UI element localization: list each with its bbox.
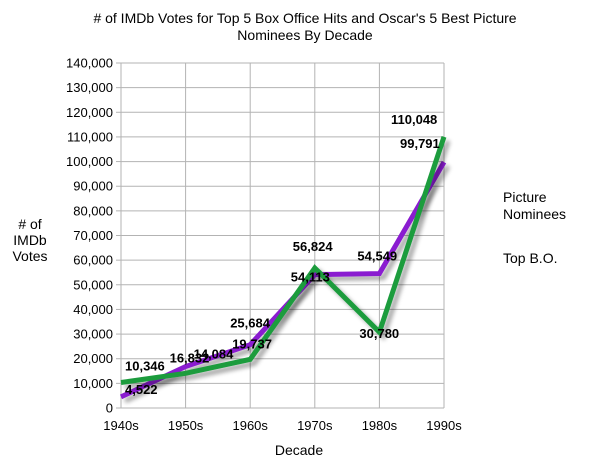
y-tick-label: 130,000	[66, 80, 113, 95]
x-tick-label: 1950s	[168, 418, 204, 433]
data-label-top-bo: 54,549	[357, 249, 397, 264]
chart-title-line-2: Nominees By Decade	[237, 27, 373, 43]
y-tick-label: 0	[106, 401, 113, 416]
y-tick-label: 50,000	[73, 277, 113, 292]
y-tick-label: 60,000	[73, 253, 113, 268]
data-label-picture-nominees: 56,824	[293, 239, 334, 254]
x-axis-title: Decade	[275, 442, 323, 458]
series	[119, 136, 447, 400]
x-tick-label: 1990s	[426, 418, 462, 433]
y-tick-label: 100,000	[66, 154, 113, 169]
y-tick-label: 70,000	[73, 228, 113, 243]
y-axis-title-line-3: Votes	[12, 248, 47, 264]
y-tick-label: 30,000	[73, 327, 113, 342]
data-label-picture-nominees: 10,346	[125, 359, 165, 374]
y-tick-label: 110,000	[67, 129, 113, 144]
y-tick-label: 120,000	[66, 105, 113, 120]
data-label-top-bo: 25,684	[230, 316, 271, 331]
data-label-top-bo: 16,832	[170, 351, 210, 366]
y-tick-label: 40,000	[73, 302, 113, 317]
y-tick-label: 10,000	[73, 376, 113, 391]
x-tick-labels: 1940s 1950s 1960s 1970s 1980s 1990s	[103, 418, 462, 433]
y-tick-labels: 0 10,000 20,000 30,000 40,000 50,000 60,000 70,…	[66, 56, 113, 416]
series-line-picture-nominees	[120, 136, 447, 385]
chart-title: # of IMDb Votes for Top 5 Box Office Hit…	[93, 10, 516, 43]
y-tick-label: 140,000	[66, 56, 113, 71]
x-tick-label: 1960s	[232, 418, 268, 433]
y-axis-title-line-1: # of	[18, 216, 41, 232]
data-label-top-bo: 99,791	[400, 136, 440, 151]
chart-title-line-1: # of IMDb Votes for Top 5 Box Office Hit…	[93, 10, 516, 26]
x-tick-label: 1970s	[297, 418, 333, 433]
legend-label: Top B.O.	[503, 250, 557, 266]
y-tick-label: 20,000	[73, 351, 113, 366]
legend-label: Nominees	[503, 206, 566, 222]
axes	[120, 63, 444, 409]
data-label-picture-nominees: 30,780	[359, 326, 399, 341]
y-tick-label: 80,000	[73, 203, 113, 218]
x-tick-label: 1940s	[103, 418, 139, 433]
data-label-picture-nominees: 14,084	[194, 346, 235, 361]
y-tick-label: 90,000	[73, 179, 113, 194]
legend-item-top-bo: Top B.O.	[479, 250, 557, 266]
y-axis-title: # of IMDb Votes	[12, 216, 47, 264]
x-tick-label: 1980s	[362, 418, 398, 433]
legend-label: Picture	[503, 189, 547, 205]
data-label-picture-nominees: 19,737	[232, 336, 272, 351]
data-label-top-bo: 54,113	[291, 270, 330, 285]
data-label-picture-nominees: 110,048	[391, 112, 437, 127]
data-label-top-bo: 4,522	[125, 382, 158, 397]
y-axis-title-line-2: IMDb	[13, 232, 47, 248]
